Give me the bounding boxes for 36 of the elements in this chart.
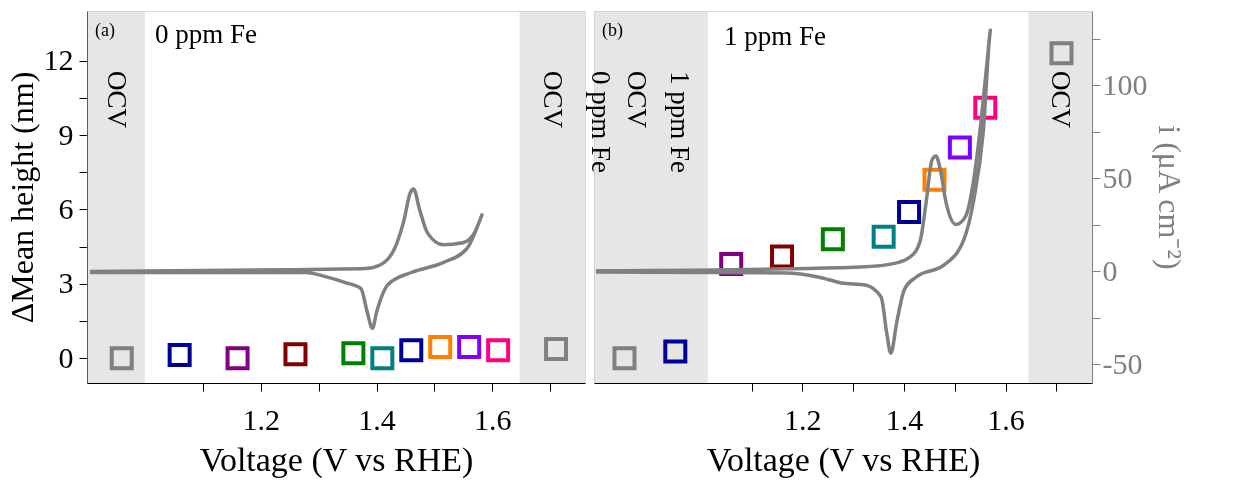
annotation: 1 ppm Fe	[724, 21, 827, 51]
y2-tick-label: 0	[1102, 253, 1118, 287]
annotation: (a)	[95, 20, 115, 41]
y2-tick-label: 100	[1102, 67, 1148, 101]
band-label: 1 ppm Fe	[664, 71, 695, 174]
y-tick-label: 3	[58, 266, 74, 300]
y-axis-title: ΔMean height (nm)	[3, 71, 40, 324]
point	[1049, 41, 1074, 66]
point	[897, 199, 922, 224]
x-tick-label: 1.4	[885, 402, 924, 436]
band-label: OCV 0 ppm Fe	[585, 71, 652, 174]
band-label: OCV	[101, 71, 132, 129]
point	[612, 346, 637, 371]
y2-axis-title: i (μA cm⁻²)	[1151, 125, 1188, 270]
x-tick-label: 1.2	[784, 402, 822, 436]
point	[820, 227, 845, 252]
point	[871, 224, 896, 249]
y2-tick-label: 50	[1102, 160, 1133, 194]
x-axis-title: Voltage (V vs RHE)	[199, 440, 474, 479]
band-label: OCV	[538, 71, 569, 129]
annotation: (b)	[602, 20, 623, 41]
point	[663, 339, 688, 364]
x-tick-label: 1.2	[242, 402, 280, 436]
y-tick-label: 6	[58, 191, 74, 225]
band-label: OCV	[1046, 71, 1077, 129]
x-tick-label: 1.6	[474, 402, 512, 436]
y-tick-label: 9	[58, 117, 74, 151]
y-tick-label: 0	[58, 340, 74, 374]
x-axis-title: Voltage (V vs RHE)	[706, 440, 981, 479]
y-tick-label: 12	[43, 43, 74, 77]
point	[770, 244, 795, 269]
x-tick-label: 1.4	[358, 402, 396, 436]
annotation: 0 ppm Fe	[155, 19, 258, 49]
x-tick-label: 1.6	[987, 402, 1025, 436]
y2-tick-label: -50	[1102, 346, 1143, 380]
point	[947, 135, 972, 160]
